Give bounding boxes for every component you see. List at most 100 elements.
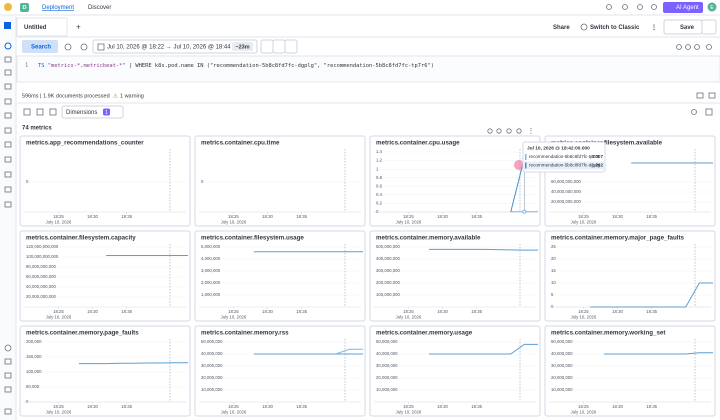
x-tick-label: 18:35 bbox=[471, 309, 482, 314]
x-tick-label: 18:25 bbox=[403, 404, 414, 409]
status-summary: 596ms | 1.9K documents processed bbox=[22, 93, 110, 99]
view-icon[interactable] bbox=[49, 108, 57, 116]
panel-title: metrics.app_recommendations_counter bbox=[26, 140, 144, 147]
y-tick-label: 20,000,000,000 bbox=[551, 199, 581, 204]
tool-icon[interactable] bbox=[676, 44, 682, 50]
x-sublabel: July 10, 2026 bbox=[396, 315, 422, 320]
y-tick-label: 40,000,000,000 bbox=[26, 284, 56, 289]
user-avatar[interactable] bbox=[707, 2, 717, 12]
tool-icon[interactable] bbox=[708, 92, 716, 99]
nav-icon[interactable] bbox=[4, 112, 12, 119]
y-tick-label: 0.2 bbox=[376, 201, 383, 206]
series-line bbox=[428, 248, 538, 251]
warning[interactable]: 1 warning bbox=[120, 93, 144, 99]
x-sublabel: July 10, 2026 bbox=[396, 220, 422, 225]
dimensions-label: Dimensions bbox=[66, 110, 97, 116]
action-icon[interactable] bbox=[487, 128, 493, 134]
breadcrumb: Discover bbox=[88, 5, 111, 11]
dimensions-badge bbox=[103, 108, 110, 116]
logo[interactable] bbox=[4, 3, 12, 11]
fullscreen-icon[interactable] bbox=[705, 108, 713, 116]
nav-icon[interactable] bbox=[4, 156, 12, 163]
y-tick-label: 0 bbox=[26, 399, 29, 404]
query-icon[interactable] bbox=[64, 43, 72, 51]
classic-icon bbox=[580, 23, 588, 31]
nav-icon[interactable] bbox=[4, 56, 12, 63]
action-icon[interactable] bbox=[516, 128, 522, 134]
query-editor[interactable] bbox=[16, 55, 720, 83]
nav-icon[interactable] bbox=[4, 83, 12, 90]
y-tick-label: 10,000,000 bbox=[201, 387, 223, 392]
nav-icon[interactable] bbox=[4, 127, 12, 134]
action-icon[interactable] bbox=[506, 128, 512, 134]
x-sublabel: July 10, 2026 bbox=[571, 315, 597, 320]
x-tick-label: 18:30 bbox=[87, 309, 98, 314]
tool-icon[interactable] bbox=[685, 44, 691, 50]
prev-button[interactable] bbox=[260, 39, 274, 54]
nav-icon[interactable] bbox=[4, 408, 12, 415]
x-tick-label: 18:30 bbox=[437, 214, 448, 219]
nav-icon[interactable] bbox=[4, 372, 12, 379]
x-sublabel: July 10, 2026 bbox=[396, 410, 422, 415]
feedback-icon[interactable] bbox=[637, 4, 643, 10]
panel bbox=[369, 230, 541, 322]
nav-icon[interactable] bbox=[4, 22, 11, 29]
x-sublabel: July 10, 2026 bbox=[221, 315, 247, 320]
x-tick-label: 18:35 bbox=[471, 214, 482, 219]
y-tick-label: 40,000,000,000 bbox=[551, 189, 581, 194]
next-button[interactable] bbox=[284, 39, 298, 54]
view-icon[interactable] bbox=[23, 108, 31, 116]
x-tick-label: 18:30 bbox=[87, 214, 98, 219]
share-button[interactable]: Share bbox=[553, 25, 570, 31]
breadcrumb[interactable]: Deployment bbox=[42, 5, 74, 11]
nav-icon[interactable] bbox=[4, 358, 12, 365]
nav-icon[interactable] bbox=[4, 201, 12, 208]
panel bbox=[19, 230, 191, 322]
time-picker[interactable] bbox=[92, 39, 258, 54]
nav-icon[interactable] bbox=[4, 386, 12, 393]
save-label: Save bbox=[680, 25, 695, 31]
y-tick-label: 0.6 bbox=[376, 183, 383, 188]
tooltip-swatch bbox=[525, 162, 527, 169]
ai-agent-button[interactable] bbox=[663, 2, 703, 13]
x-sublabel: July 10, 2026 bbox=[221, 220, 247, 225]
zoom-button[interactable] bbox=[272, 39, 286, 54]
nav-icon[interactable] bbox=[4, 344, 12, 352]
save-menu[interactable] bbox=[701, 19, 717, 35]
panel bbox=[194, 135, 366, 227]
search-icon[interactable] bbox=[691, 109, 697, 115]
x-tick-label: 18:35 bbox=[646, 404, 657, 409]
search-button[interactable] bbox=[22, 40, 58, 53]
panel bbox=[194, 230, 366, 322]
y-tick-label: 5 bbox=[551, 292, 554, 297]
tool-icon[interactable] bbox=[694, 44, 700, 50]
nav-icon[interactable] bbox=[4, 69, 12, 76]
view-icon[interactable] bbox=[36, 108, 44, 116]
switch-classic-button[interactable]: Switch to Classic bbox=[590, 25, 640, 31]
tool-icon[interactable] bbox=[706, 44, 712, 50]
y-tick-label: 0.8 bbox=[376, 175, 383, 180]
query-icon[interactable] bbox=[80, 43, 88, 51]
nav-icon[interactable] bbox=[4, 141, 12, 148]
more-menu[interactable]: ⋮ bbox=[651, 24, 657, 31]
nav-icon[interactable] bbox=[4, 42, 12, 50]
duration: ~23m bbox=[235, 44, 249, 50]
action-icon[interactable]: ⋮ bbox=[528, 129, 534, 135]
news-icon[interactable] bbox=[651, 4, 657, 10]
y-tick-label: 20,000,000 bbox=[376, 375, 398, 380]
space-badge[interactable] bbox=[20, 3, 29, 12]
new-tab[interactable]: + bbox=[76, 23, 81, 32]
y-tick-label: 5,000,000 bbox=[201, 244, 221, 249]
help-icon[interactable] bbox=[622, 4, 628, 10]
sidebar bbox=[0, 16, 16, 420]
x-tick-label: 18:35 bbox=[121, 214, 132, 219]
tab[interactable] bbox=[16, 17, 68, 37]
search-icon[interactable] bbox=[606, 4, 612, 10]
tooltip-highlight bbox=[524, 161, 604, 170]
hover-point bbox=[522, 209, 527, 214]
action-icon[interactable] bbox=[496, 128, 502, 134]
tool-icon[interactable] bbox=[696, 92, 704, 99]
nav-icon[interactable] bbox=[4, 186, 12, 193]
nav-icon[interactable] bbox=[4, 98, 12, 105]
nav-icon[interactable] bbox=[4, 171, 12, 178]
